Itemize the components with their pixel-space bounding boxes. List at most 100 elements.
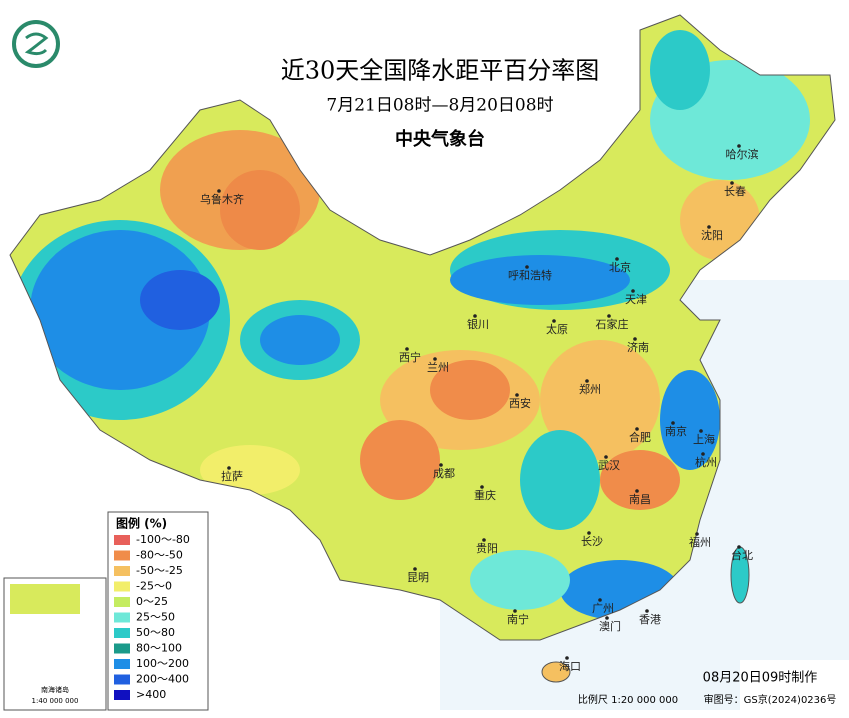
city-label: 成都 (433, 467, 455, 480)
city-label: 西宁 (399, 350, 421, 364)
legend-swatch (114, 550, 130, 561)
city-label: 长沙 (581, 535, 603, 548)
city-dot (482, 538, 486, 542)
legend-label: 25～50 (136, 611, 175, 624)
legend-swatch (114, 535, 130, 545)
legend-swatch (114, 659, 130, 669)
city-dot (645, 609, 649, 613)
city-dot (635, 489, 639, 493)
city-label: 上海 (693, 432, 715, 446)
city-label: 银川 (467, 317, 489, 331)
city-dot (631, 289, 635, 293)
city-dot (604, 455, 608, 459)
legend-swatch (114, 612, 130, 623)
city-label: 长春 (724, 185, 746, 198)
city-label: 台北 (731, 548, 753, 562)
city-label: 澳门 (599, 619, 621, 633)
legend-label: -50～-25 (136, 564, 183, 577)
legend-label: >400 (136, 688, 166, 701)
legend-label: 200～400 (136, 673, 189, 686)
legend-title: 图例 (%) (116, 516, 167, 531)
city-label: 北京 (609, 260, 631, 274)
city-label: 太原 (546, 323, 568, 336)
city-label: 香港 (639, 613, 661, 626)
publisher: 中央气象台 (395, 128, 485, 150)
city-dot (433, 357, 437, 361)
city-dot (565, 656, 569, 660)
legend-label: -25～0 (136, 580, 172, 593)
inset-scale: 1:40 000 000 (32, 697, 79, 705)
city-label: 沈阳 (701, 228, 723, 242)
city-label: 广州 (592, 602, 614, 615)
city-label: 南宁 (507, 612, 529, 626)
city-label: 呼和浩特 (508, 268, 552, 282)
city-dot (227, 466, 231, 470)
city-label: 南京 (665, 424, 687, 438)
approval: 审图号：GS京(2024)0236号 (704, 693, 837, 706)
city-label: 哈尔滨 (726, 147, 759, 161)
legend-label: -80～-50 (136, 549, 183, 562)
city-dot (695, 532, 699, 536)
legend-swatch (114, 566, 130, 576)
legend-label: 100～200 (136, 657, 189, 670)
city-dot (515, 393, 519, 397)
city-label: 济南 (627, 340, 649, 354)
period: 7月21日08时—8月20日08时 (326, 96, 553, 116)
legend-swatch (114, 581, 130, 592)
city-label: 海口 (559, 659, 581, 673)
logo (12, 20, 60, 68)
city-label: 福州 (689, 535, 711, 549)
legend-label: 50～80 (136, 626, 175, 639)
inset: 南海诸岛 1:40 000 000 (3, 577, 107, 711)
city-dot (737, 144, 741, 148)
city-label: 石家庄 (596, 317, 629, 331)
legend-swatch (114, 597, 130, 607)
city-label: 天津 (625, 293, 647, 306)
city-dot (473, 314, 477, 318)
legend-swatch (114, 628, 130, 638)
city-dot (605, 616, 609, 620)
city-label: 重庆 (474, 488, 496, 502)
legend: 图例 (%) -100～-80 -80～-50 -50～-25 -25～0 0～25 25… (107, 511, 209, 711)
city-label: 合肥 (629, 430, 651, 444)
scale: 比例尺 1:20 000 000 (578, 693, 678, 706)
city-dot (737, 545, 741, 549)
inset-title: 南海诸岛 (41, 685, 69, 694)
legend-swatch (114, 690, 130, 700)
city-label: 贵阳 (476, 542, 498, 555)
city-label: 昆明 (407, 571, 429, 584)
city-label: 杭州 (695, 455, 717, 469)
city-dot (699, 429, 703, 433)
city-label: 南昌 (629, 493, 651, 506)
made-time: 08月20日09时制作 (703, 671, 818, 686)
city-label: 武汉 (598, 459, 620, 472)
city-dot (671, 421, 675, 425)
city-label: 拉萨 (221, 469, 243, 483)
city-label: 西安 (509, 396, 531, 410)
city-label: 乌鲁木齐 (200, 192, 244, 206)
city-dot (707, 225, 711, 229)
city-dot (701, 452, 705, 456)
city-dot (439, 463, 443, 467)
hainan (541, 661, 571, 683)
city-dot (513, 609, 517, 613)
city-dot (217, 189, 221, 193)
city-dot (585, 379, 589, 383)
legend-label: 80～100 (136, 642, 182, 655)
city-dot (730, 181, 734, 185)
city-dot (615, 257, 619, 261)
legend-label: 0～25 (136, 595, 168, 608)
city-dot (413, 567, 417, 571)
city-label: 郑州 (579, 382, 601, 396)
city-dot (633, 337, 637, 341)
legend-swatch (114, 643, 130, 654)
title: 近30天全国降水距平百分率图 (281, 57, 600, 85)
city-label: 兰州 (427, 361, 449, 374)
city-dot (480, 485, 484, 489)
legend-swatch (114, 674, 130, 685)
city-dot (607, 314, 611, 318)
city-dot (552, 319, 556, 323)
city-dot (598, 598, 602, 602)
city-dot (405, 347, 409, 351)
